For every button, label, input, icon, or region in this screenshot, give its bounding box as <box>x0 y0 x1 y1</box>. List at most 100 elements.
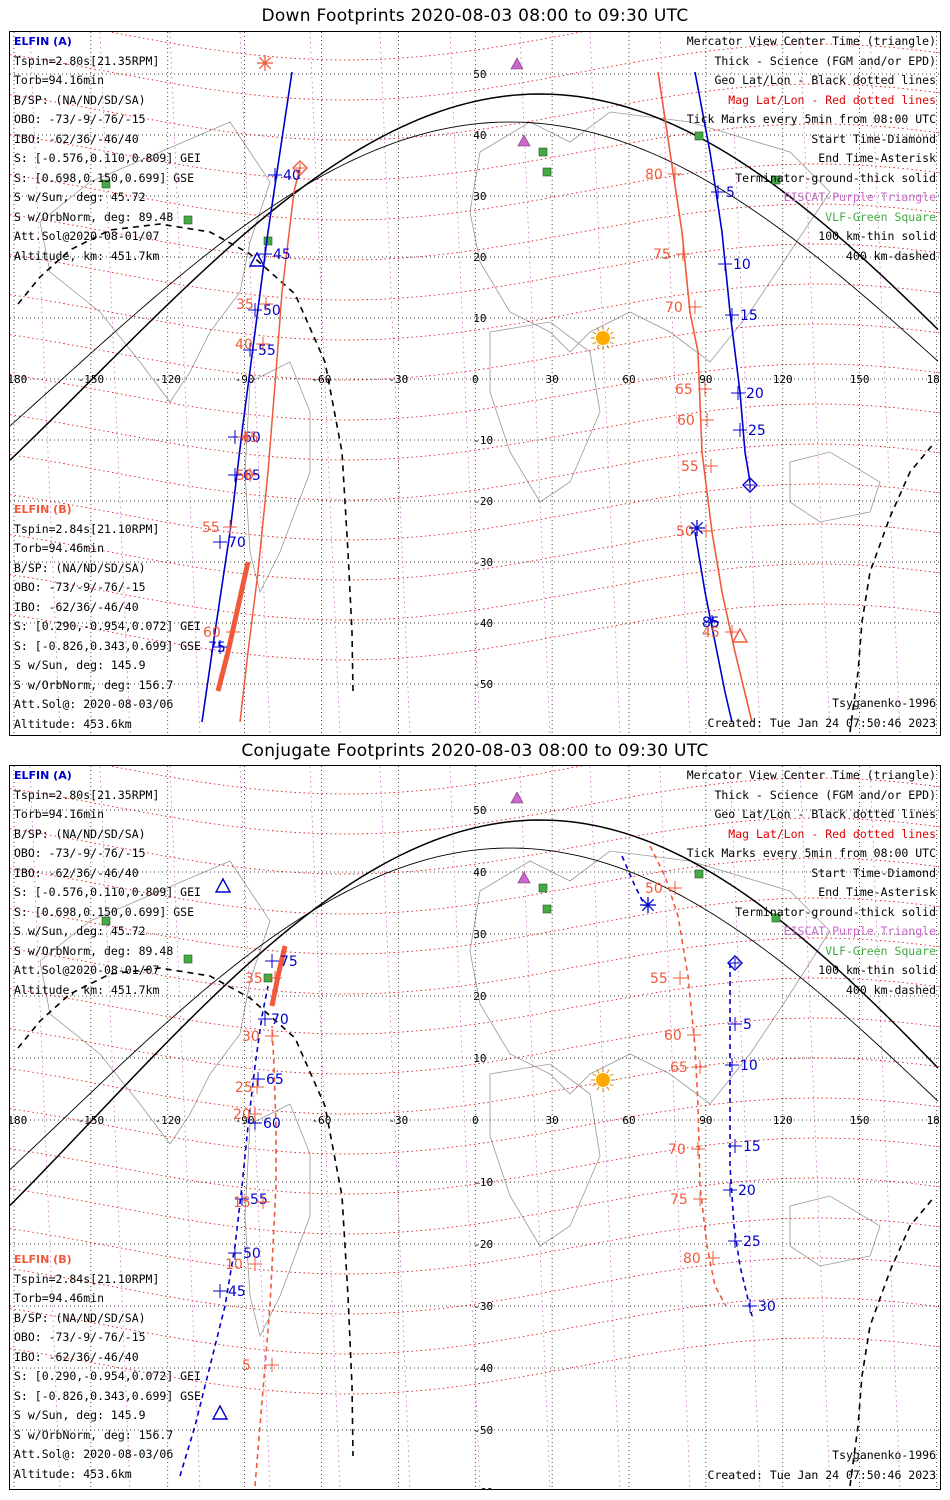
track-tick-label: 10 <box>733 257 751 273</box>
sun-ray <box>609 341 614 345</box>
track-tick-label: 45 <box>241 430 259 446</box>
lon-label: -30 <box>388 1114 408 1127</box>
mag-meridian <box>799 766 831 1489</box>
info-line: S: [0.698,0.150,0.699] GSE <box>14 170 195 185</box>
mag-meridian <box>29 32 61 735</box>
start-diamond-icon <box>727 955 743 971</box>
coastline <box>469 111 831 363</box>
info-line: S: [0.290,-0.954,0.072] GEI <box>14 1369 201 1383</box>
elfin-b-title: ELFIN (B) <box>14 503 72 516</box>
legend-item: Mag Lat/Lon - Red dotted lines <box>728 92 936 107</box>
track-tick-label: 40 <box>235 337 253 353</box>
legend-item: Terminator-ground-thick solid <box>735 170 936 185</box>
terminator-400km <box>849 1195 936 1487</box>
track-tick-label: 60 <box>677 413 695 429</box>
info-line: S: [-0.576,0.110,0.809] GEI <box>14 151 201 165</box>
coastline <box>39 860 271 1145</box>
track-tick-label: 15 <box>233 1195 251 1211</box>
lon-label: -60 <box>312 373 332 386</box>
mag-parallel <box>10 1177 940 1235</box>
track-tick-label: 85 <box>702 615 720 631</box>
lat-label: -20 <box>473 495 493 508</box>
lon-label: 90 <box>699 1114 712 1127</box>
legend-item: Geo Lat/Lon - Black dotted lines <box>714 807 936 821</box>
sun-ray <box>596 1086 600 1091</box>
track-tick-label: 60 <box>203 625 221 641</box>
lon-label: -180 <box>10 1114 27 1127</box>
track-tick-label: 45 <box>702 625 720 641</box>
track-tick-label: 5 <box>726 185 735 201</box>
vlf-square-icon <box>101 179 111 189</box>
info-line: OBO: -73/-9/-76/-15 <box>14 112 146 126</box>
lat-label: 30 <box>473 928 486 941</box>
vlf-square-icon <box>538 883 548 893</box>
info-line: Tspin=2.80s[21.35RPM] <box>14 787 160 802</box>
lat-label: -10 <box>473 434 493 447</box>
info-line: IBO: -62/36/-46/40 <box>14 865 139 880</box>
elfin-a-track-3 <box>729 963 753 1317</box>
lon-label: 0 <box>472 373 479 386</box>
mag-meridian <box>799 32 831 735</box>
mag-meridian <box>519 32 551 735</box>
legend-item: Terminator-ground-thick solid <box>735 904 936 919</box>
sun-ray <box>606 1069 610 1074</box>
mag-parallel <box>10 443 940 501</box>
track-tick-label: 70 <box>271 1012 289 1028</box>
legend-item: Tick Marks every 5min from 08:00 UTC <box>686 846 936 860</box>
sun-ray <box>606 327 610 332</box>
mag-parallel <box>10 1097 940 1155</box>
lat-label: -30 <box>473 556 493 569</box>
legend-item: Thick - Science (FGM and/or EPD) <box>714 53 936 68</box>
mag-parallel <box>10 777 940 835</box>
mag-meridian <box>589 766 621 1489</box>
map-canvas-down: -180-150-120-90-60-300306090120150180706… <box>10 32 940 735</box>
lat-label: -40 <box>473 617 493 630</box>
track-tick-label: 25 <box>235 1080 253 1096</box>
legend-conjugate: Mercator View Center Time (triangle) Thi… <box>687 766 936 1000</box>
info-line: B/SP: (NA/ND/SD/SA) <box>14 560 146 575</box>
lon-label: 180 <box>927 1114 940 1127</box>
track-tick-label: 80 <box>645 167 663 183</box>
elfin-b-track <box>254 1025 277 1487</box>
info-line: Tspin=2.80s[21.35RPM] <box>14 53 160 68</box>
view-center-triangle-icon <box>248 251 266 267</box>
info-line: IBO: -62/36/-46/40 <box>14 599 139 614</box>
info-line: S: [-0.826,0.343,0.699] GSE <box>14 638 201 653</box>
mag-meridian <box>659 32 691 735</box>
mag-parallel <box>107 766 584 795</box>
lat-label: -50 <box>473 678 493 691</box>
legend-item: Geo Lat/Lon - Black dotted lines <box>714 73 936 87</box>
mag-parallel <box>10 1217 940 1275</box>
lat-label: 50 <box>473 804 486 817</box>
mag-meridian <box>449 32 481 735</box>
info-line: S w/Sun, deg: 45.72 <box>14 190 146 204</box>
mag-parallel <box>10 1257 940 1315</box>
track-tick-label: 20 <box>233 1107 251 1123</box>
lat-label: -40 <box>473 1362 493 1375</box>
lat-label: 30 <box>473 190 486 203</box>
sun-icon <box>596 331 610 345</box>
view-center-triangle-icon <box>211 1404 229 1420</box>
elfin-a-track <box>179 985 269 1477</box>
legend-item: EISCAT-Purple Triangle <box>783 190 936 204</box>
track-tick-label: 20 <box>738 1183 756 1199</box>
mag-meridian <box>519 766 551 1489</box>
lon-label: -120 <box>155 1114 182 1127</box>
track-tick-label: 50 <box>243 1246 261 1262</box>
coastline <box>489 1063 601 1247</box>
track-tick-label: 70 <box>668 1142 686 1158</box>
lat-label: 50 <box>473 68 486 81</box>
mag-meridian <box>169 32 201 735</box>
vlf-square-icon <box>538 147 548 157</box>
info-line: B/SP: (NA/ND/SD/SA) <box>14 92 146 107</box>
lat-label: 20 <box>473 251 486 264</box>
track-tick-label: 55 <box>681 459 699 475</box>
legend-item: 400 km-dashed <box>845 982 936 997</box>
info-line: S: [-0.576,0.110,0.809] GEI <box>14 885 201 899</box>
coastline <box>789 451 881 523</box>
track-tick-label: 25 <box>743 1234 761 1250</box>
track-tick-label: 65 <box>670 1060 688 1076</box>
info-line: S: [0.290,-0.954,0.072] GEI <box>14 619 201 633</box>
terminator-400km <box>17 967 354 1457</box>
elfin-a-track <box>201 71 293 723</box>
